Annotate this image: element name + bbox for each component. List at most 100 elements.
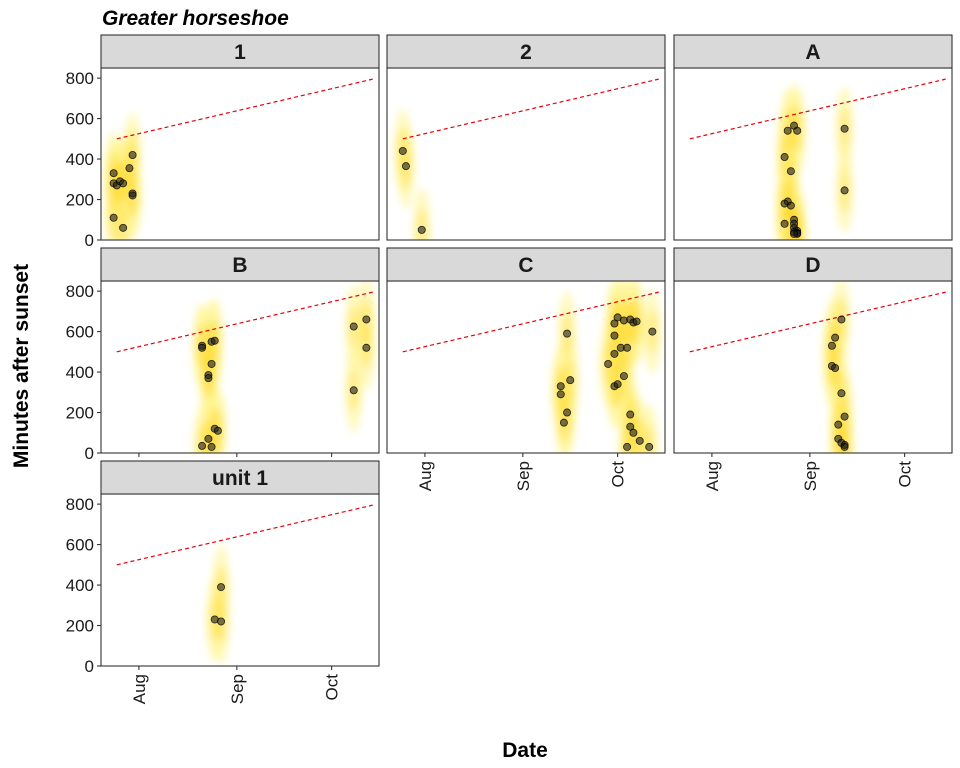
x-tick-label: Aug: [130, 674, 149, 704]
data-point: [783, 126, 792, 135]
facet-panel-C: C Aug Sep Oct: [386, 247, 666, 491]
panel-background: [101, 494, 379, 666]
data-point: [840, 412, 849, 421]
x-tick-label: Sep: [801, 461, 820, 491]
y-tick-label: 200: [66, 191, 94, 210]
sunrise-line: [116, 504, 373, 566]
panel-background: [387, 68, 665, 240]
data-point: [204, 434, 213, 443]
data-point: [831, 333, 840, 342]
strip-background: [100, 34, 380, 69]
facet-panel-2: 2: [386, 34, 666, 241]
sunrise-line: [116, 291, 373, 353]
data-point: [398, 146, 407, 155]
sunrise-line: [402, 291, 659, 353]
strip-background: [673, 34, 953, 69]
data-point: [119, 179, 128, 188]
y-tick-label: 800: [66, 69, 94, 88]
y-tick-label: 600: [66, 323, 94, 342]
strip-label: 2: [520, 41, 532, 64]
data-point: [780, 153, 789, 162]
strip-label: B: [232, 254, 247, 277]
data-point: [556, 382, 565, 391]
data-point: [629, 428, 638, 437]
y-tick-label: 800: [66, 282, 94, 301]
y-tick-label: 0: [85, 231, 94, 250]
x-tick-label: Sep: [514, 461, 533, 491]
x-tick-label: Oct: [609, 461, 628, 488]
x-tick-label: Oct: [323, 674, 342, 701]
data-point: [119, 223, 128, 232]
data-point: [417, 225, 426, 234]
facet-panel-1: 1 0 200 400 600 800: [66, 34, 380, 250]
strip-label: D: [805, 254, 820, 277]
sunrise-line: [689, 78, 946, 140]
facet-panels: 102004006008002AB0200400600800AugSepOctC…: [66, 34, 953, 704]
x-tick-label: Sep: [228, 674, 247, 704]
strip-background: [386, 34, 666, 69]
data-point: [213, 426, 222, 435]
data-point: [837, 315, 846, 324]
data-point: [362, 343, 371, 352]
data-point: [349, 322, 358, 331]
data-point: [604, 359, 613, 368]
data-point: [626, 410, 635, 419]
sunrise-line: [402, 78, 659, 140]
strip-background: [100, 247, 380, 282]
data-point: [610, 331, 619, 340]
y-tick-label: 0: [85, 444, 94, 463]
strip-background: [386, 247, 666, 282]
data-point: [362, 315, 371, 324]
data-point: [563, 408, 572, 417]
data-point: [790, 229, 799, 238]
data-point: [635, 436, 644, 445]
strip-background: [673, 247, 953, 282]
data-point: [128, 191, 137, 200]
x-tick-label: Aug: [416, 461, 435, 491]
data-point: [626, 422, 635, 431]
data-point: [125, 164, 134, 173]
data-point: [840, 124, 849, 133]
data-point: [831, 364, 840, 373]
data-point: [559, 418, 568, 427]
strip-label: 1: [234, 41, 246, 64]
y-tick-label: 400: [66, 363, 94, 382]
data-point: [198, 343, 207, 352]
data-point: [217, 583, 226, 592]
y-tick-label: 400: [66, 150, 94, 169]
data-point: [128, 151, 137, 160]
facet-panel-unit-1: unit 1 0 200 400 600 800 Aug Sep Oct: [66, 460, 380, 704]
data-point: [613, 380, 622, 389]
data-point: [207, 442, 216, 451]
panel-background: [101, 281, 379, 453]
data-point: [349, 386, 358, 395]
strip-background: [100, 460, 380, 495]
data-point: [648, 327, 657, 336]
sunrise-line: [689, 291, 946, 353]
y-axis-title: Minutes after sunset: [10, 264, 33, 468]
data-point: [793, 126, 802, 135]
y-tick-label: 200: [66, 404, 94, 423]
strip-label: C: [518, 254, 533, 277]
data-point: [780, 219, 789, 228]
data-point: [566, 376, 575, 385]
panel-background: [674, 281, 952, 453]
strip-label: A: [805, 41, 820, 64]
x-tick-label: Oct: [896, 461, 915, 488]
data-point: [834, 420, 843, 429]
data-point: [613, 313, 622, 322]
data-point: [610, 319, 619, 328]
data-point: [556, 390, 565, 399]
panel-background: [101, 68, 379, 240]
y-tick-label: 400: [66, 576, 94, 595]
data-point: [645, 442, 654, 451]
x-tick-label: Aug: [703, 461, 722, 491]
data-point: [632, 317, 641, 326]
strip-label: unit 1: [212, 467, 268, 490]
density-layer: [822, 281, 854, 453]
chart-title: Greater horseshoe: [102, 7, 289, 30]
y-tick-label: 600: [66, 536, 94, 555]
data-point: [207, 359, 216, 368]
x-axis-title: Date: [502, 739, 548, 762]
